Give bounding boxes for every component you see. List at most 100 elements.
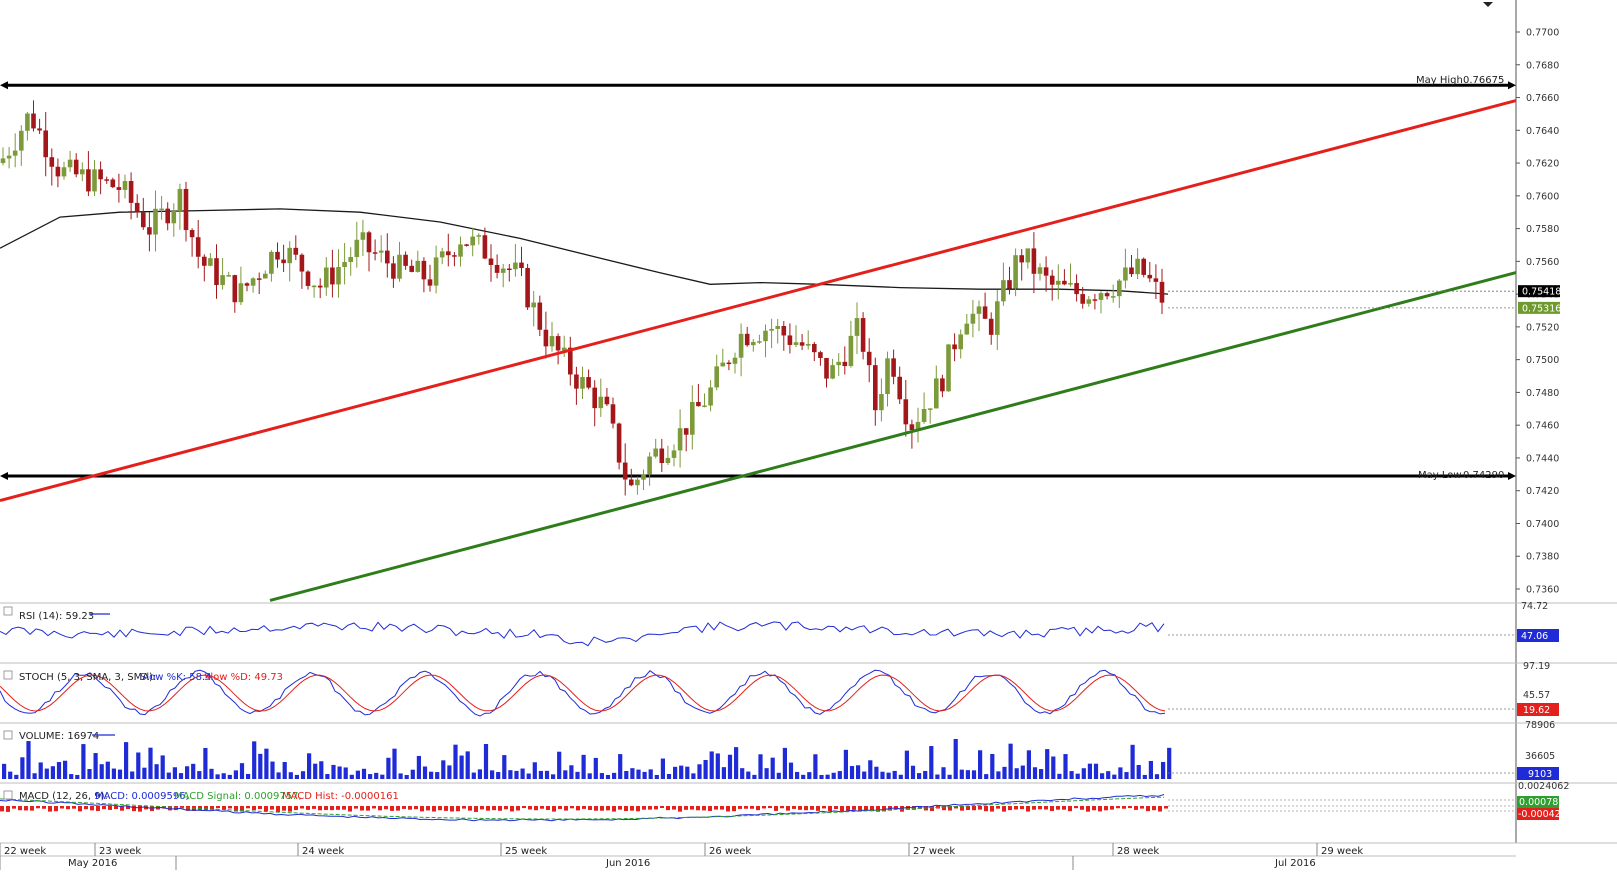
volume-bar: [1075, 773, 1080, 779]
candle-body: [189, 230, 195, 238]
macd-hist-bar: [18, 806, 22, 811]
macd-hist-bar: [456, 806, 460, 812]
volume-bar: [416, 755, 421, 779]
volume-bar: [386, 757, 391, 779]
volume-bar: [520, 768, 525, 779]
candle-body: [1037, 267, 1043, 274]
volume-bar: [172, 767, 177, 779]
macd-hist-bar: [372, 806, 376, 809]
macd-signal-label: MACD Signal: 0.0009757,: [174, 791, 302, 802]
candle-body: [665, 457, 671, 464]
macd-hist-bar: [774, 806, 778, 811]
candle-body: [31, 113, 36, 129]
candle-body: [1068, 283, 1073, 285]
candle-body: [281, 259, 286, 264]
volume-bar: [142, 767, 147, 779]
volume-bar: [605, 774, 611, 779]
macd-hist-bar: [492, 806, 496, 811]
y-tick-label: 0.7460: [1526, 421, 1559, 432]
volume-bar: [166, 772, 171, 779]
volume-bar: [276, 772, 281, 779]
volume-bar: [258, 753, 263, 779]
candle-body: [549, 336, 555, 347]
macd-hist-bar: [438, 806, 442, 811]
candle-body: [1043, 267, 1049, 276]
candle-body: [293, 247, 299, 255]
arrow-left-icon: [0, 81, 8, 90]
candle-body: [622, 462, 628, 480]
macd-hist-bar: [948, 806, 952, 811]
candle-body: [702, 405, 707, 408]
macd-hist-bar: [1026, 806, 1030, 812]
macd-hist-bar: [1002, 806, 1006, 812]
volume-bar: [246, 773, 251, 779]
volume-bar: [429, 771, 434, 779]
macd-hist-bar: [918, 806, 922, 809]
volume-bar: [185, 766, 190, 779]
candle-body: [263, 273, 268, 279]
macd-hist-bar: [462, 806, 466, 809]
volume-bar: [813, 754, 818, 779]
candle-body: [165, 208, 170, 224]
macd-hist-bar: [246, 806, 250, 809]
volume-collapse-icon[interactable]: [3, 730, 13, 740]
macd-hist-bar: [444, 806, 448, 811]
candle-body: [873, 365, 878, 411]
macd-panel: MACD (12, 26, 9): MACD: 0.0009596, MACD …: [0, 781, 1573, 822]
candle-body: [134, 202, 140, 213]
candle-body: [482, 235, 488, 259]
candle-body: [610, 404, 616, 424]
candle-body: [525, 268, 530, 308]
volume-bar: [160, 755, 165, 779]
macd-hist-bar: [792, 806, 796, 809]
volume-bar: [819, 774, 824, 779]
candle-body: [37, 128, 42, 131]
macd-hist-bar: [270, 806, 274, 810]
candle-body: [342, 261, 347, 268]
candle-body: [348, 256, 353, 262]
macd-collapse-icon[interactable]: [3, 790, 13, 800]
volume-bar: [26, 741, 31, 779]
volume-bar: [392, 748, 397, 779]
volume-bar: [941, 767, 946, 779]
macd-label: MACD (12, 26, 9):: [19, 791, 108, 802]
volume-bar: [209, 768, 214, 779]
stoch-collapse-icon[interactable]: [3, 670, 13, 680]
candle-body: [1098, 293, 1104, 300]
x-axis: 22 week 23 week 24 week 25 week 26 week …: [0, 843, 1363, 869]
candles: [0, 100, 1165, 496]
volume-bar: [929, 746, 934, 779]
macd-hist-bar: [276, 806, 280, 812]
y-tick-label: 0.7380: [1526, 552, 1559, 563]
macd-signal-tag: 0.0007862: [1517, 796, 1570, 808]
rsi-collapse-icon[interactable]: [3, 606, 13, 616]
macd-hist-bar: [648, 806, 652, 810]
price-tag-box: [1518, 285, 1560, 298]
macd-hist-bar: [996, 806, 1000, 809]
volume-bar: [910, 765, 916, 779]
week-label-29: 29 week: [1321, 846, 1363, 857]
y-tick-label: 0.7680: [1526, 60, 1559, 71]
svg-text:19.62: 19.62: [1523, 705, 1550, 716]
candle-body: [1117, 280, 1122, 297]
volume-bar: [673, 766, 678, 779]
chevron-down-icon[interactable]: [1483, 2, 1493, 7]
volume-bar: [904, 750, 909, 779]
level-labels: May High 0.76675 May Low 0.74290: [1416, 75, 1504, 481]
month-label-jun: Jun 2016: [605, 858, 650, 869]
macd-hist-bar: [366, 806, 370, 811]
volume-bar: [191, 763, 196, 779]
macd-hist-bar: [1104, 806, 1108, 811]
candle-body: [354, 239, 360, 257]
macd-hist-bar: [540, 806, 544, 809]
candle-body: [1062, 280, 1067, 285]
macd-hist-bar: [762, 806, 766, 809]
candle-body: [500, 268, 506, 273]
candle-body: [1049, 275, 1055, 285]
macd-hist-bar: [36, 806, 40, 809]
macd-hist-bar: [816, 806, 820, 811]
volume-bar: [1167, 747, 1172, 779]
candle-body: [671, 450, 677, 458]
macd-hist-bar: [396, 806, 400, 811]
